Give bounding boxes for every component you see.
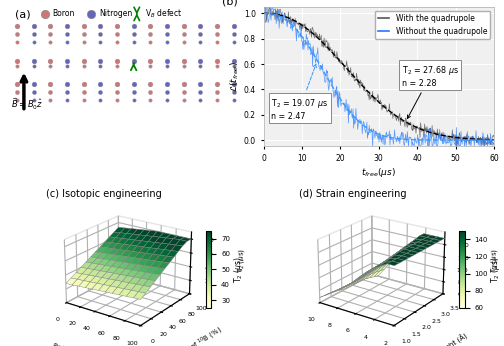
Text: (a): (a) (15, 9, 30, 19)
Y-axis label: T$_2$ ($\mu$s): T$_2$ ($\mu$s) (489, 256, 502, 283)
Y-axis label: Height (Å): Height (Å) (434, 331, 469, 346)
Text: Boron: Boron (53, 9, 75, 18)
Text: T$_2$ = 19.07 $\mu$s
n = 2.47: T$_2$ = 19.07 $\mu$s n = 2.47 (271, 64, 328, 120)
Legend: With the quadrupole, Without the quadrupole: With the quadrupole, Without the quadrup… (375, 11, 490, 39)
X-axis label: Ratio of $^{14}$N (%): Ratio of $^{14}$N (%) (50, 340, 108, 346)
Y-axis label: Ratio of $^{10}$B (%): Ratio of $^{10}$B (%) (171, 324, 225, 346)
X-axis label: $t_{free}(\mu s)$: $t_{free}(\mu s)$ (361, 166, 396, 179)
Text: (c) Isotopic engineering: (c) Isotopic engineering (46, 189, 162, 199)
Text: T$_2$ = 27.68 $\mu$s
n = 2.28: T$_2$ = 27.68 $\mu$s n = 2.28 (402, 64, 459, 118)
Text: V$_B$ defect: V$_B$ defect (145, 8, 182, 20)
Text: (d) Strain engineering: (d) Strain engineering (299, 189, 407, 199)
Y-axis label: $\mathcal{L}(t_{free})$: $\mathcal{L}(t_{free})$ (228, 61, 241, 92)
Text: $\vec{B}=B_0\hat{z}$: $\vec{B}=B_0\hat{z}$ (11, 97, 43, 112)
Text: (b): (b) (222, 0, 238, 6)
Text: Nitrogen: Nitrogen (99, 9, 132, 18)
Y-axis label: T$_2$ ($\mu$s): T$_2$ ($\mu$s) (231, 256, 244, 283)
